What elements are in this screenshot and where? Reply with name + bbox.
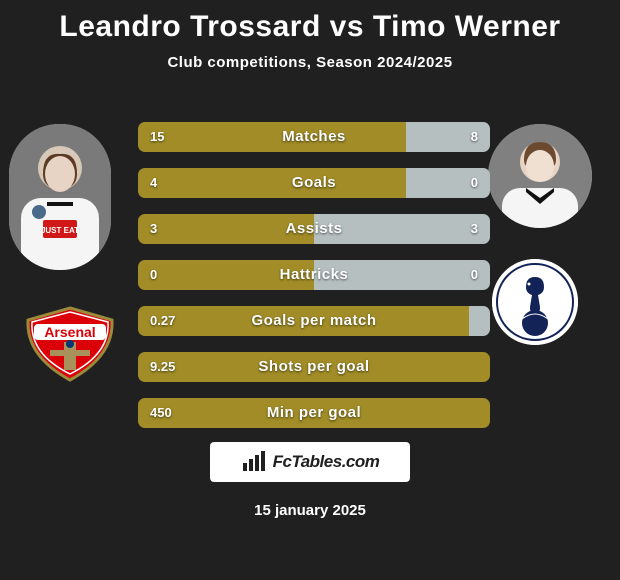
player-left-avatar: JUST EAT [9,124,111,270]
stat-row-hattricks: 0 Hattricks 0 [138,260,490,290]
tottenham-badge-icon [492,259,578,345]
stat-right-value: 3 [471,214,478,244]
player-left-club-badge: Arsenal [20,304,120,384]
stat-right-value: 0 [471,168,478,198]
stat-label: Assists [138,214,490,244]
stat-label: Shots per goal [138,352,490,382]
stat-label: Goals per match [138,306,490,336]
stat-right-value: 0 [471,260,478,290]
stat-row-assists: 3 Assists 3 [138,214,490,244]
arsenal-badge-icon: Arsenal [20,304,120,384]
stat-right-value: 8 [471,122,478,152]
stat-label: Goals [138,168,490,198]
player-right-placeholder-icon [488,124,592,228]
stat-row-goals: 4 Goals 0 [138,168,490,198]
branding-badge: FcTables.com [210,442,410,482]
player-right-avatar [488,124,592,228]
stat-row-shots-per-goal: 9.25 Shots per goal [138,352,490,382]
stat-label: Min per goal [138,398,490,428]
player-right-club-badge [492,259,578,345]
comparison-subtitle: Club competitions, Season 2024/2025 [0,54,620,71]
stat-label: Matches [138,122,490,152]
stat-row-goals-per-match: 0.27 Goals per match [138,306,490,336]
fctables-logo-icon [241,451,267,473]
stat-row-min-per-goal: 450 Min per goal [138,398,490,428]
comparison-title: Leandro Trossard vs Timo Werner [0,0,620,44]
snapshot-date: 15 january 2025 [0,502,620,519]
svg-text:Arsenal: Arsenal [44,324,95,340]
stats-container: 15 Matches 8 4 Goals 0 3 Assists 3 0 Hat… [138,122,490,444]
svg-text:JUST EAT: JUST EAT [41,226,79,235]
branding-text: FcTables.com [273,452,380,472]
stat-label: Hattricks [138,260,490,290]
player-left-placeholder-icon: JUST EAT [9,124,111,270]
stat-row-matches: 15 Matches 8 [138,122,490,152]
